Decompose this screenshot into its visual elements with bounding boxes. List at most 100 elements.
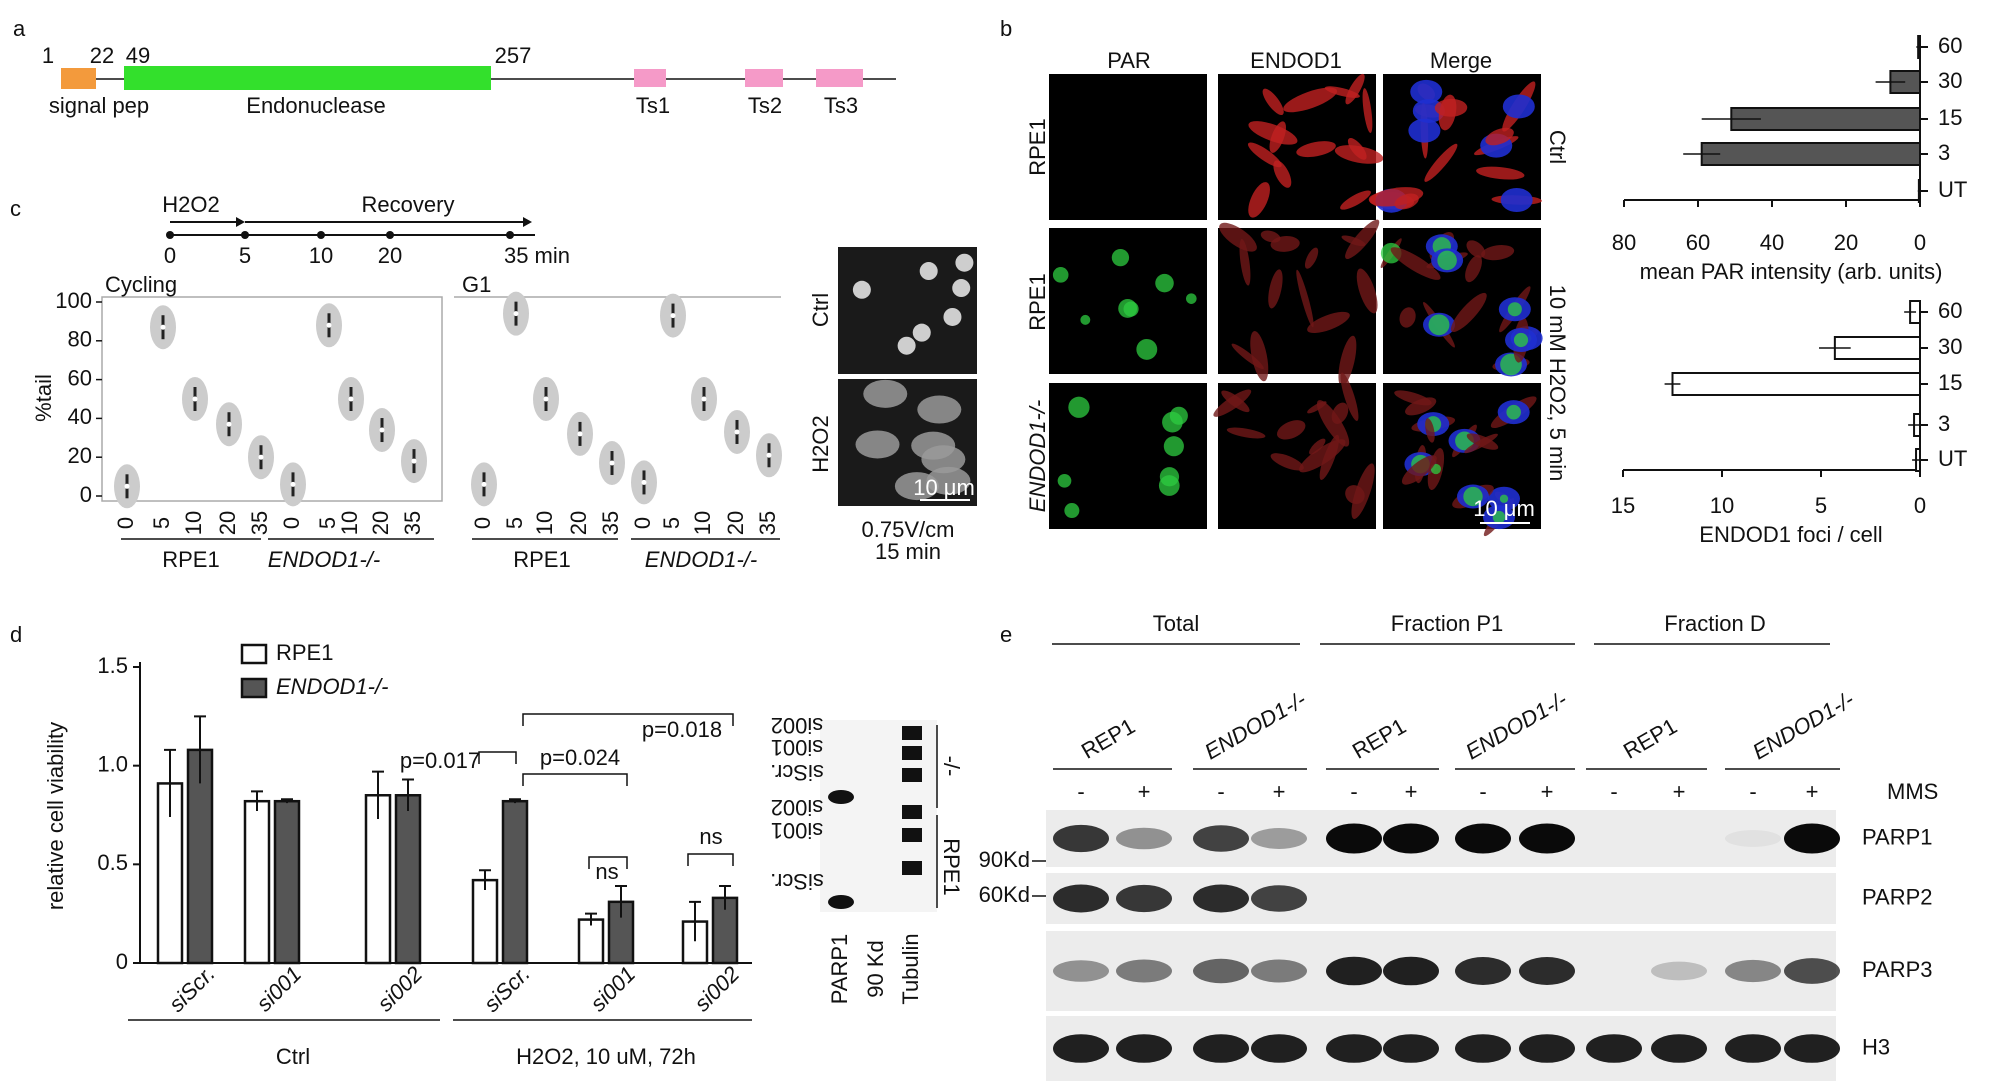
band <box>1193 825 1249 852</box>
stain <box>1307 311 1350 334</box>
nucleus <box>1410 79 1443 104</box>
stain <box>1369 187 1424 207</box>
treatment-sign: - <box>1479 779 1486 804</box>
protein-label: H3 <box>1862 1034 1890 1059</box>
comet <box>917 395 962 424</box>
par-focus <box>1492 510 1506 524</box>
axis-title: relative cell viability <box>43 722 68 910</box>
cell-line-label: REP1 <box>1619 713 1681 763</box>
column-label: ENDOD1 <box>1250 48 1342 73</box>
scale-bar-label: 10 μm <box>1473 496 1535 521</box>
blot-label: PARP1 <box>827 934 852 1005</box>
legend-label: ENDOD1-/- <box>276 674 388 699</box>
group-label: RPE1 <box>162 547 219 572</box>
chart-title: G1 <box>462 272 491 297</box>
y-tick-label: 60 <box>68 365 92 390</box>
group-label: H2O2, 10 uM, 72h <box>516 1044 696 1069</box>
residue-number: 257 <box>495 43 532 68</box>
median <box>192 396 198 402</box>
x-tick-label: 15 <box>1611 493 1635 518</box>
par-focus <box>1428 314 1450 336</box>
band <box>1116 1034 1172 1063</box>
treatment-sign: + <box>1138 779 1151 804</box>
mw-marker: 60Kd <box>979 882 1030 907</box>
domain-box <box>124 66 491 90</box>
panel-letter: c <box>10 196 21 221</box>
residue-number: 49 <box>126 43 150 68</box>
bar <box>577 918 605 965</box>
stain <box>1394 390 1432 406</box>
blot-strip <box>1046 873 1836 924</box>
protein-label: PARP1 <box>1862 824 1933 849</box>
x-tick-label: si002 <box>372 961 427 1016</box>
bar <box>243 799 271 965</box>
axis-title: ENDOD1 foci / cell <box>1699 522 1882 547</box>
band <box>1326 823 1382 854</box>
x-tick-label: 10 <box>181 511 206 535</box>
mw-marker: 90Kd <box>979 847 1030 872</box>
stain <box>1341 235 1366 247</box>
treatment-sign: - <box>1610 779 1617 804</box>
band <box>1326 956 1382 986</box>
band <box>828 790 854 804</box>
category-label: 15 <box>1938 105 1962 130</box>
band <box>1519 1034 1575 1063</box>
median <box>290 481 296 487</box>
time-label: 35 min <box>504 243 570 268</box>
band <box>902 768 922 782</box>
stain <box>1296 269 1314 328</box>
x-tick-label: 20 <box>1834 230 1858 255</box>
par-focus <box>1057 473 1072 488</box>
median <box>481 481 487 487</box>
stain <box>1425 418 1435 443</box>
stain <box>1340 372 1359 421</box>
x-tick-label: si002 <box>689 961 744 1016</box>
x-tick-label: 0 <box>1914 493 1926 518</box>
band <box>1383 1034 1439 1063</box>
treatment-label: MMS <box>1887 779 1938 804</box>
category-label: 3 <box>1938 140 1950 165</box>
bar <box>1700 142 1921 166</box>
band <box>1053 960 1109 982</box>
error-bar <box>689 900 701 942</box>
time-label: 20 <box>378 243 402 268</box>
condition-label: 10 mM H2O2, 5 min <box>1545 285 1570 482</box>
par-focus <box>1123 301 1139 317</box>
median <box>734 429 740 435</box>
stain <box>1424 143 1458 182</box>
comet <box>863 379 908 408</box>
treatment-sign: - <box>1350 779 1357 804</box>
par-focus <box>1185 293 1197 304</box>
bar <box>364 794 392 965</box>
stain <box>1299 439 1346 473</box>
stain <box>1401 455 1437 485</box>
median <box>160 324 166 330</box>
legend-swatch <box>240 643 268 665</box>
par-focus <box>1163 436 1184 457</box>
bar <box>1671 372 1921 396</box>
x-tick-label: siScr. <box>479 961 535 1017</box>
cell-line-label: REP1 <box>1077 713 1139 763</box>
fraction-header: Fraction D <box>1664 611 1765 636</box>
domain-box <box>745 69 783 87</box>
group-label: RPE1 <box>513 547 570 572</box>
band <box>1326 1034 1382 1063</box>
group-label: Ctrl <box>276 1044 310 1069</box>
chart-title: Cycling <box>105 272 177 297</box>
annotation: p=0.024 <box>540 745 620 770</box>
band <box>1116 827 1172 850</box>
stain <box>1248 121 1298 145</box>
cell-line-label: ENDOD1-/- <box>1461 687 1571 765</box>
bracket <box>588 856 628 869</box>
nucleus <box>1500 188 1533 213</box>
median <box>226 421 232 427</box>
group-label: -/- <box>939 756 964 777</box>
stain <box>1399 307 1416 328</box>
domain-label: Ts3 <box>824 93 858 118</box>
x-tick-label: 35 <box>598 511 623 535</box>
median <box>766 452 772 458</box>
par-focus <box>1068 396 1090 418</box>
timepoint <box>386 231 394 239</box>
band <box>1784 823 1840 854</box>
band <box>1251 959 1307 983</box>
